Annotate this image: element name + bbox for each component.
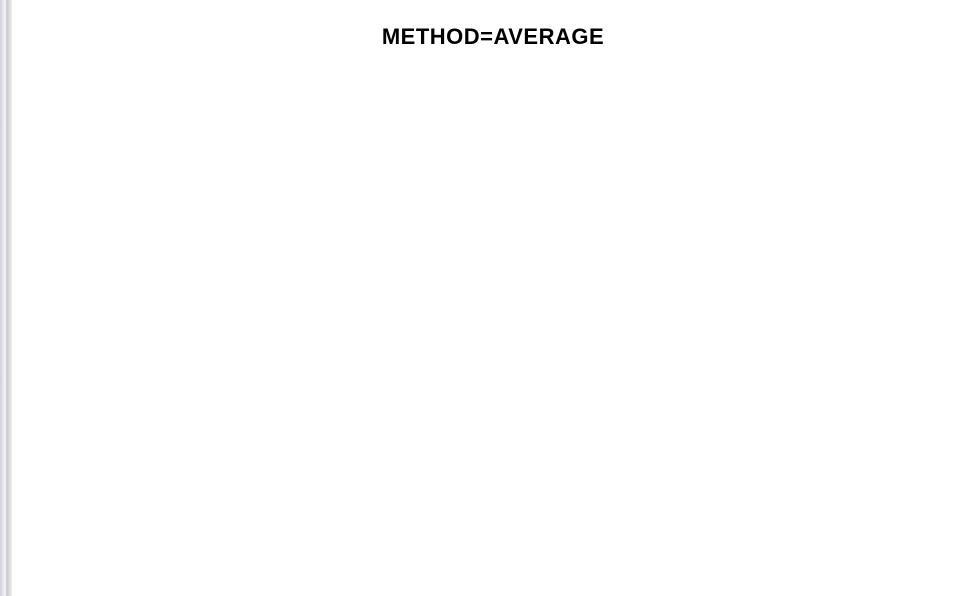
plot-canvas: METHOD=AVERAGE [12, 0, 974, 596]
dendrogram-svg [12, 0, 312, 150]
